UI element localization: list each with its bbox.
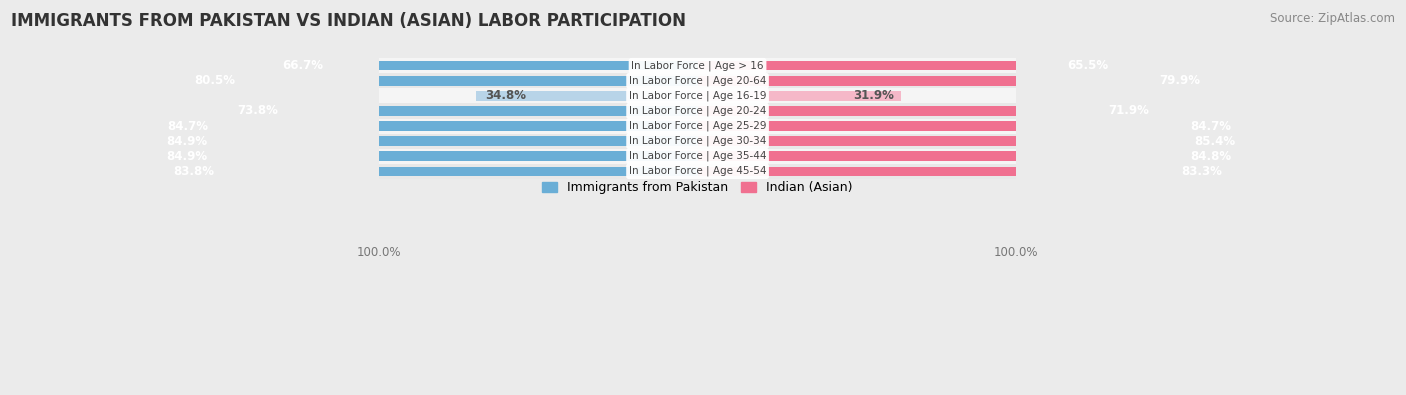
Text: IMMIGRANTS FROM PAKISTAN VS INDIAN (ASIAN) LABOR PARTICIPATION: IMMIGRANTS FROM PAKISTAN VS INDIAN (ASIA… — [11, 12, 686, 30]
Text: In Labor Force | Age 35-44: In Labor Force | Age 35-44 — [628, 151, 766, 162]
Text: In Labor Force | Age 25-29: In Labor Force | Age 25-29 — [628, 121, 766, 131]
Bar — [157, 121, 697, 131]
Text: 100.0%: 100.0% — [357, 246, 401, 260]
Text: 71.9%: 71.9% — [1108, 105, 1149, 117]
Text: In Labor Force | Age 30-34: In Labor Force | Age 30-34 — [628, 136, 766, 147]
Text: 84.7%: 84.7% — [167, 120, 208, 133]
Text: 83.8%: 83.8% — [173, 165, 214, 178]
Bar — [156, 152, 697, 161]
Text: 84.7%: 84.7% — [1189, 120, 1230, 133]
Text: 73.8%: 73.8% — [236, 105, 278, 117]
Bar — [697, 91, 901, 101]
Text: 100.0%: 100.0% — [994, 246, 1039, 260]
Text: In Labor Force | Age 20-64: In Labor Force | Age 20-64 — [628, 75, 766, 86]
Text: In Labor Force | Age 45-54: In Labor Force | Age 45-54 — [628, 166, 766, 177]
Text: 84.9%: 84.9% — [166, 150, 207, 163]
Bar — [380, 118, 1017, 134]
Text: In Labor Force | Age > 16: In Labor Force | Age > 16 — [631, 60, 763, 71]
Bar — [697, 152, 1237, 161]
Bar — [380, 149, 1017, 164]
Bar — [156, 136, 697, 146]
Text: 34.8%: 34.8% — [485, 89, 526, 102]
Bar — [697, 121, 1237, 131]
Text: 66.7%: 66.7% — [283, 59, 323, 72]
Bar — [380, 103, 1017, 118]
Text: In Labor Force | Age 16-19: In Labor Force | Age 16-19 — [628, 91, 766, 101]
Bar — [380, 73, 1017, 88]
Text: Source: ZipAtlas.com: Source: ZipAtlas.com — [1270, 12, 1395, 25]
Bar — [380, 88, 1017, 103]
Text: 65.5%: 65.5% — [1067, 59, 1108, 72]
Text: In Labor Force | Age 20-24: In Labor Force | Age 20-24 — [628, 106, 766, 116]
Bar — [475, 91, 697, 101]
Text: 80.5%: 80.5% — [194, 74, 235, 87]
Bar — [380, 164, 1017, 179]
Bar — [184, 76, 697, 86]
Bar — [380, 58, 1017, 73]
Bar — [380, 134, 1017, 149]
Bar — [228, 106, 697, 116]
Text: 79.9%: 79.9% — [1160, 74, 1201, 87]
Legend: Immigrants from Pakistan, Indian (Asian): Immigrants from Pakistan, Indian (Asian) — [537, 176, 858, 199]
Text: 84.8%: 84.8% — [1191, 150, 1232, 163]
Text: 85.4%: 85.4% — [1194, 135, 1236, 148]
Bar — [273, 61, 697, 70]
Bar — [697, 76, 1206, 86]
Text: 83.3%: 83.3% — [1181, 165, 1222, 178]
Bar — [697, 167, 1229, 176]
Bar — [697, 61, 1115, 70]
Bar — [697, 106, 1156, 116]
Text: 31.9%: 31.9% — [853, 89, 894, 102]
Text: 84.9%: 84.9% — [166, 135, 207, 148]
Bar — [697, 136, 1241, 146]
Bar — [163, 167, 697, 176]
